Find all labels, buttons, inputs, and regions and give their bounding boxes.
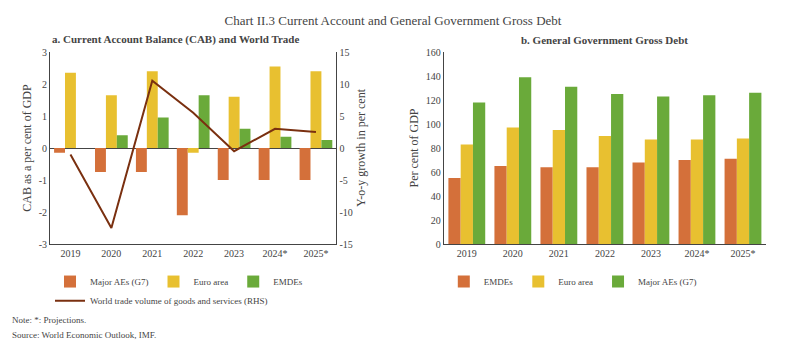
svg-text:0: 0 xyxy=(436,239,441,250)
svg-text:140: 140 xyxy=(426,71,441,82)
svg-text:2020: 2020 xyxy=(503,248,523,259)
svg-text:a. Current Account Balance (CA: a. Current Account Balance (CAB) and Wor… xyxy=(52,33,299,46)
svg-text:CAB as a per cent of GDP: CAB as a per cent of GDP xyxy=(20,84,34,212)
svg-text:Source: World Economic Outlook: Source: World Economic Outlook, IMF. xyxy=(12,330,156,340)
svg-text:b. General Government Gross De: b. General Government Gross Debt xyxy=(521,34,688,46)
svg-text:2025*: 2025* xyxy=(303,248,328,259)
svg-text:Note: *: Projections.: Note: *: Projections. xyxy=(12,315,86,325)
svg-text:-1: -1 xyxy=(39,175,47,186)
svg-text:2024*: 2024* xyxy=(684,248,709,259)
svg-text:0: 0 xyxy=(42,143,47,154)
svg-text:Per cent of GDP: Per cent of GDP xyxy=(407,108,421,187)
svg-text:Euro area: Euro area xyxy=(194,277,229,287)
svg-text:20: 20 xyxy=(431,215,441,226)
svg-text:2023: 2023 xyxy=(224,248,244,259)
svg-text:Chart II.3 Current Account and: Chart II.3 Current Account and General G… xyxy=(225,13,562,28)
svg-text:EMDEs: EMDEs xyxy=(273,277,302,287)
svg-text:120: 120 xyxy=(426,95,441,106)
svg-text:2021: 2021 xyxy=(549,248,569,259)
svg-text:40: 40 xyxy=(431,191,441,202)
svg-text:2019: 2019 xyxy=(60,248,80,259)
svg-text:Major AEs (G7): Major AEs (G7) xyxy=(90,277,149,287)
svg-text:5: 5 xyxy=(339,111,344,122)
svg-text:-10: -10 xyxy=(339,207,352,218)
svg-text:2021: 2021 xyxy=(142,248,162,259)
svg-text:2023: 2023 xyxy=(641,248,661,259)
svg-text:160: 160 xyxy=(426,47,441,58)
svg-text:2024*: 2024* xyxy=(263,248,288,259)
svg-text:80: 80 xyxy=(431,143,441,154)
svg-text:2025*: 2025* xyxy=(730,248,755,259)
svg-text:-3: -3 xyxy=(39,239,47,250)
svg-text:EMDEs: EMDEs xyxy=(484,277,513,287)
svg-text:-15: -15 xyxy=(339,239,352,250)
svg-text:60: 60 xyxy=(431,167,441,178)
svg-text:100: 100 xyxy=(426,119,441,130)
svg-text:2020: 2020 xyxy=(101,248,121,259)
svg-text:Euro area: Euro area xyxy=(558,277,593,287)
svg-text:Y-o-y growth in per cent: Y-o-y growth in per cent xyxy=(354,88,368,207)
svg-text:2022: 2022 xyxy=(183,248,203,259)
svg-text:-5: -5 xyxy=(339,175,347,186)
svg-text:2022: 2022 xyxy=(595,248,615,259)
svg-text:2: 2 xyxy=(42,79,47,90)
svg-text:World trade volume of goods an: World trade volume of goods and services… xyxy=(90,296,268,306)
svg-text:15: 15 xyxy=(339,47,349,58)
svg-text:-2: -2 xyxy=(39,207,47,218)
svg-text:0: 0 xyxy=(339,143,344,154)
svg-text:3: 3 xyxy=(42,47,47,58)
svg-text:1: 1 xyxy=(42,111,47,122)
svg-text:10: 10 xyxy=(339,79,349,90)
svg-text:2019: 2019 xyxy=(457,248,477,259)
svg-text:Major AEs (G7): Major AEs (G7) xyxy=(638,277,697,287)
